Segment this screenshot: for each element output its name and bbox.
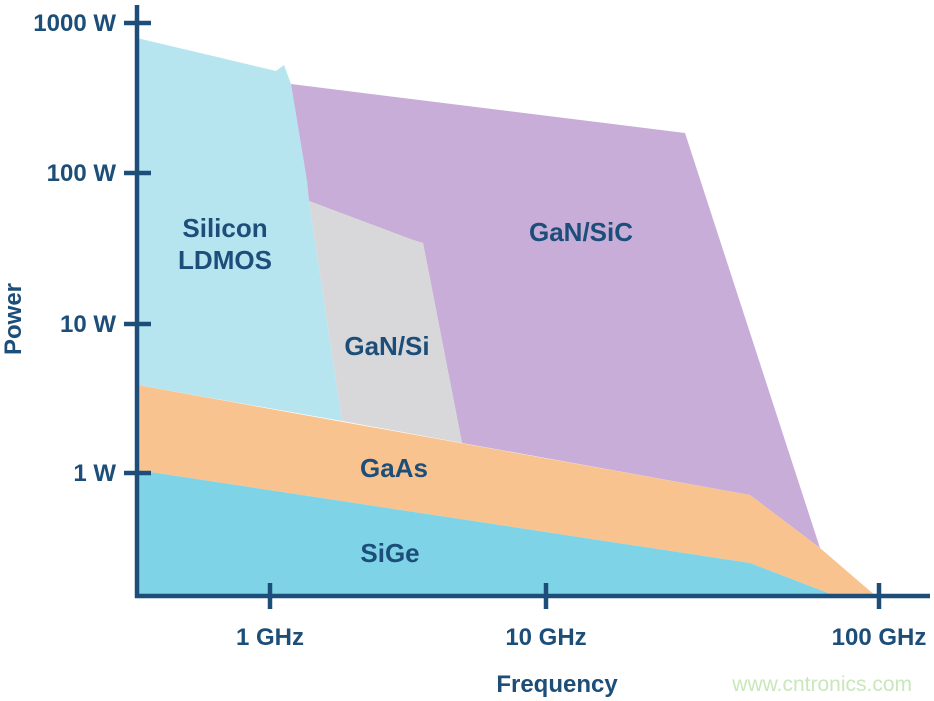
y-tick-label-1w: 1 W [73, 460, 116, 487]
region-sige [137, 470, 836, 598]
y-tick-label-10w: 10 W [60, 311, 116, 338]
axes [134, 5, 930, 599]
region-label-sige: SiGe [360, 538, 419, 568]
region-gaas [137, 385, 877, 597]
region-label-silicon-ldmos: Silicon [182, 213, 267, 243]
region-silicon-ldmos [137, 38, 342, 421]
region-label-gan-sic: GaN/SiC [529, 217, 633, 247]
y-axis-title: Power [0, 283, 27, 355]
region-areas [137, 38, 877, 598]
y-tick-label-100w: 100 W [47, 160, 117, 187]
region-gan-sic [291, 84, 820, 548]
region-label-gaas: GaAs [360, 453, 428, 483]
y-tick-label-1000w: 1000 W [33, 10, 116, 37]
x-axis-title: Frequency [496, 671, 618, 698]
axis-ticks: 1 GHz 10 GHz 100 GHz 1000 W 100 W 10 W 1 W [33, 10, 926, 651]
x-tick-label-1ghz: 1 GHz [236, 624, 304, 651]
x-tick-label-100ghz: 100 GHz [832, 624, 927, 651]
watermark-text: www.cntronics.com [731, 673, 912, 696]
x-tick-label-10ghz: 10 GHz [505, 624, 586, 651]
region-gan-si [309, 201, 462, 443]
region-label-gan-si: GaN/Si [344, 331, 429, 361]
region-label-silicon-ldmos: LDMOS [178, 245, 272, 275]
